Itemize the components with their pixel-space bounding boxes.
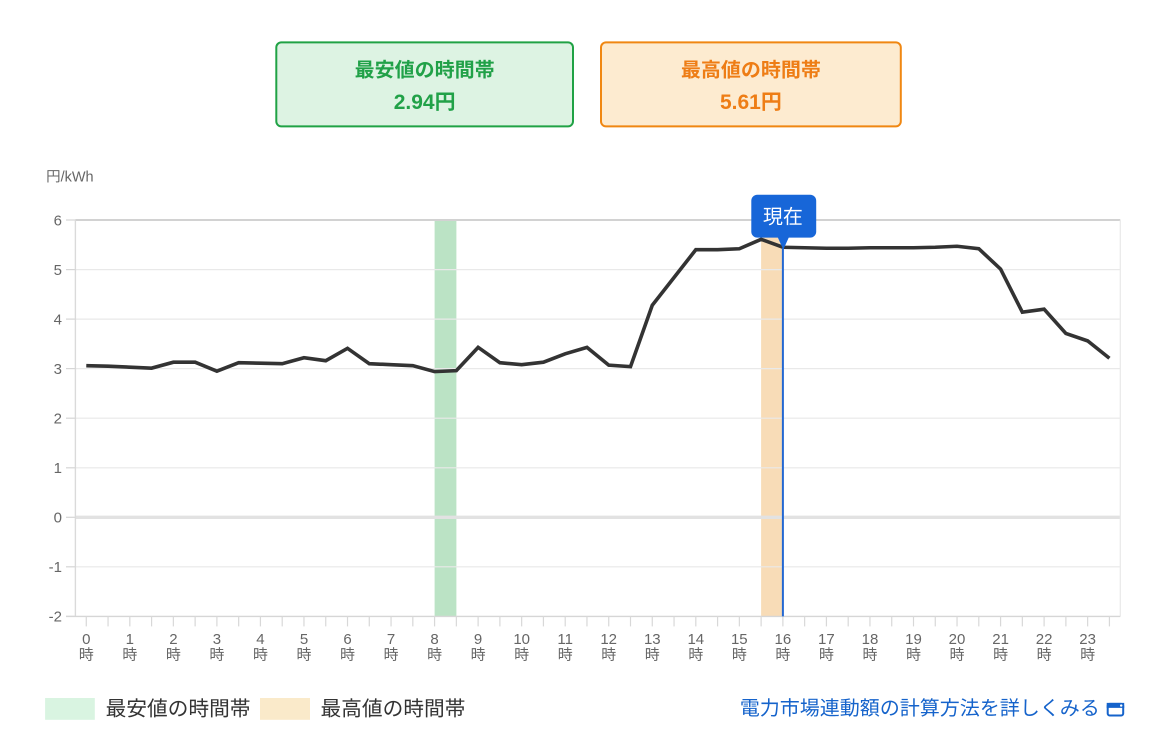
svg-text:6: 6 bbox=[343, 631, 351, 648]
svg-text:6: 6 bbox=[54, 212, 62, 229]
svg-text:18: 18 bbox=[862, 631, 879, 648]
svg-text:4: 4 bbox=[54, 311, 62, 328]
svg-text:4: 4 bbox=[256, 631, 264, 648]
svg-text:14: 14 bbox=[687, 631, 704, 648]
svg-text:0: 0 bbox=[54, 510, 62, 527]
svg-text:2: 2 bbox=[54, 411, 62, 428]
svg-text:3: 3 bbox=[54, 361, 62, 378]
svg-text:9: 9 bbox=[474, 631, 482, 648]
svg-text:1: 1 bbox=[126, 631, 134, 648]
svg-text:10: 10 bbox=[513, 631, 530, 648]
svg-text:16: 16 bbox=[775, 631, 792, 648]
svg-text:1: 1 bbox=[54, 460, 62, 477]
svg-text:11: 11 bbox=[557, 631, 573, 648]
svg-text:0: 0 bbox=[82, 631, 90, 648]
svg-text:3: 3 bbox=[213, 631, 221, 648]
svg-text:5: 5 bbox=[300, 631, 308, 648]
svg-text:-1: -1 bbox=[49, 559, 62, 576]
svg-text:7: 7 bbox=[387, 631, 395, 648]
svg-text:-2: -2 bbox=[49, 609, 62, 626]
svg-text:2.94: 2.94 bbox=[394, 91, 435, 114]
svg-text:5: 5 bbox=[54, 262, 62, 279]
svg-text:12: 12 bbox=[600, 631, 617, 648]
svg-text:23: 23 bbox=[1079, 631, 1096, 648]
svg-text:15: 15 bbox=[731, 631, 748, 648]
svg-text:2: 2 bbox=[169, 631, 177, 648]
svg-text:17: 17 bbox=[818, 631, 835, 648]
svg-text:8: 8 bbox=[430, 631, 438, 648]
svg-text:5.61: 5.61 bbox=[720, 91, 761, 114]
svg-text:13: 13 bbox=[644, 631, 661, 648]
svg-text:/kWh: /kWh bbox=[61, 169, 94, 185]
svg-text:22: 22 bbox=[1036, 631, 1053, 648]
svg-text:20: 20 bbox=[949, 631, 966, 648]
svg-text:19: 19 bbox=[905, 631, 922, 648]
svg-text:21: 21 bbox=[992, 631, 1009, 648]
